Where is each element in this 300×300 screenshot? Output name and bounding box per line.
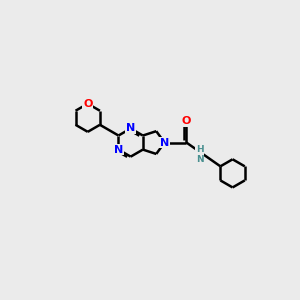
Text: H
N: H N <box>196 145 203 164</box>
Text: N: N <box>126 124 135 134</box>
Text: O: O <box>83 99 92 109</box>
Text: N: N <box>160 138 169 148</box>
Text: N: N <box>114 145 123 154</box>
Text: O: O <box>182 116 191 126</box>
